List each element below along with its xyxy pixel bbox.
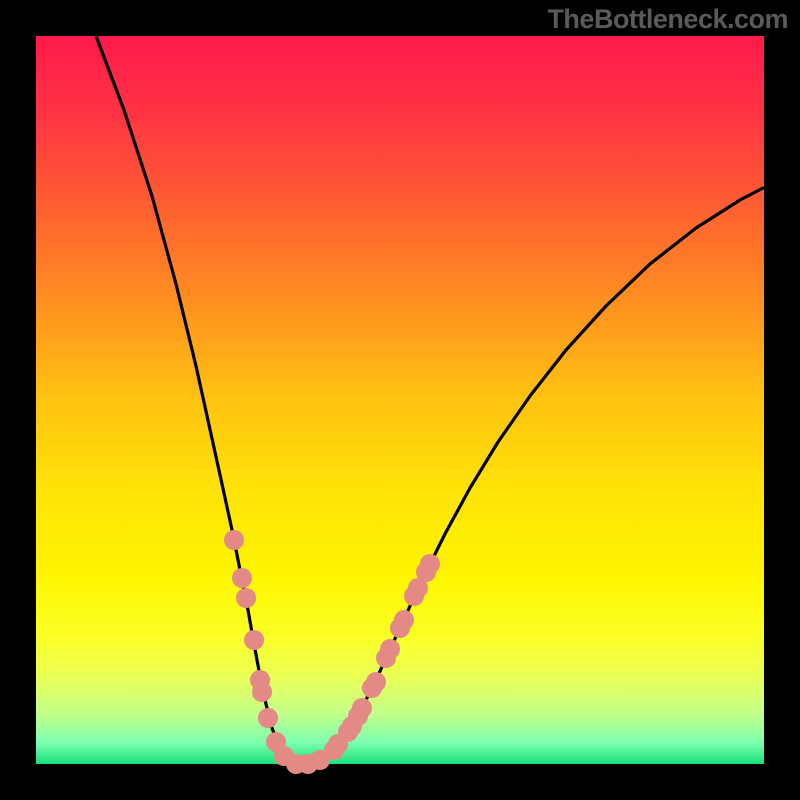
bottleneck-curve: [96, 36, 763, 763]
data-point: [236, 588, 256, 608]
chart-frame: TheBottleneck.com: [0, 0, 800, 800]
data-point: [362, 678, 382, 698]
data-point: [376, 648, 396, 668]
curve-layer: [36, 36, 764, 764]
plot-area: [36, 36, 764, 764]
data-point: [224, 530, 244, 550]
data-point: [348, 706, 368, 726]
data-point: [416, 562, 436, 582]
data-point: [404, 586, 424, 606]
data-point: [244, 630, 264, 650]
data-point: [232, 568, 252, 588]
watermark-text: TheBottleneck.com: [547, 4, 788, 35]
data-point: [252, 682, 272, 702]
data-point: [258, 708, 278, 728]
data-point: [390, 618, 410, 638]
